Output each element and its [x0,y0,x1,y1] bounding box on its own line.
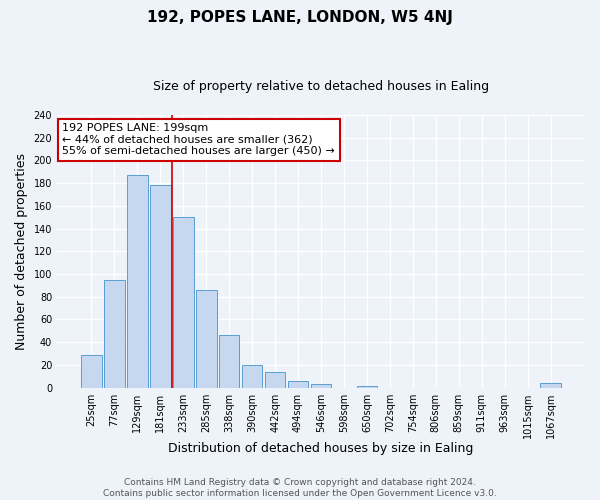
Bar [265,372,286,388]
Bar [356,386,377,388]
Text: 192 POPES LANE: 199sqm
← 44% of detached houses are smaller (362)
55% of semi-de: 192 POPES LANE: 199sqm ← 44% of detached… [62,123,335,156]
Bar [104,280,125,388]
Title: Size of property relative to detached houses in Ealing: Size of property relative to detached ho… [153,80,489,93]
Bar [81,354,102,388]
Text: 192, POPES LANE, LONDON, W5 4NJ: 192, POPES LANE, LONDON, W5 4NJ [147,10,453,25]
Bar [242,365,262,388]
Text: Contains HM Land Registry data © Crown copyright and database right 2024.
Contai: Contains HM Land Registry data © Crown c… [103,478,497,498]
X-axis label: Distribution of detached houses by size in Ealing: Distribution of detached houses by size … [169,442,474,455]
Bar [196,290,217,388]
Y-axis label: Number of detached properties: Number of detached properties [15,153,28,350]
Bar [127,175,148,388]
Bar [219,336,239,388]
Bar [311,384,331,388]
Bar [150,186,170,388]
Bar [173,217,194,388]
Bar [288,381,308,388]
Bar [541,383,561,388]
